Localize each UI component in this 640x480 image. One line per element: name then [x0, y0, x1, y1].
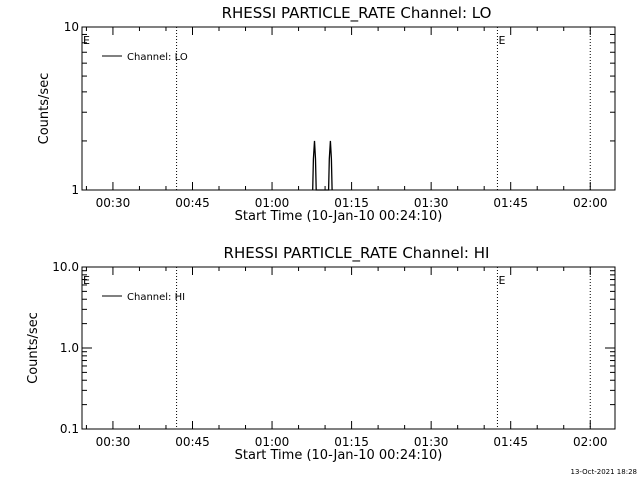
plot-frame — [81, 26, 616, 191]
x-axis-label: Start Time (10-Jan-10 00:24:10) — [235, 448, 443, 463]
chart-title: RHESSI PARTICLE_RATE Channel: HI — [224, 244, 490, 263]
chart-title: RHESSI PARTICLE_RATE Channel: LO — [222, 4, 492, 23]
legend-entry: Channel: LO — [127, 52, 188, 63]
x-tick-label: 00:30 — [96, 435, 131, 449]
x-tick-label: 01:30 — [414, 435, 449, 449]
y-axis-label: Counts/sec — [37, 73, 52, 145]
x-tick-label: 01:45 — [493, 196, 528, 210]
marker-label: E — [83, 274, 90, 287]
marker-label: E — [83, 34, 90, 47]
x-axis-label: Start Time (10-Jan-10 00:24:10) — [235, 209, 443, 224]
chart-lo: RHESSI PARTICLE_RATE Channel: LO 00:30 00:… — [37, 4, 616, 224]
x-tick-label: 02:00 — [573, 196, 608, 210]
x-tick-label: 01:15 — [334, 435, 369, 449]
x-tick-label: 01:30 — [414, 196, 449, 210]
y-tick-label: 1.0 — [60, 341, 79, 355]
footer-timestamp: 13-Oct-2021 18:28 — [571, 468, 637, 476]
marker-label: E — [498, 34, 505, 47]
x-tick-label: 01:45 — [493, 435, 528, 449]
legend-entry: Channel: HI — [127, 292, 185, 303]
x-tick-label: 01:00 — [255, 196, 290, 210]
x-tick-label: 01:15 — [334, 196, 369, 210]
x-tick-label: 00:45 — [175, 435, 210, 449]
x-tick-label: 02:00 — [573, 435, 608, 449]
y-tick-label: 10.0 — [52, 260, 79, 274]
y-axis-label: Counts/sec — [26, 312, 41, 384]
y-tick-label: 10 — [64, 20, 79, 34]
y-tick-label: 1 — [71, 183, 79, 197]
x-tick-label: 00:30 — [96, 196, 131, 210]
y-tick-label: 0.1 — [60, 422, 79, 436]
x-tick-label: 01:00 — [255, 435, 290, 449]
marker-label: E — [498, 274, 505, 287]
series-line — [312, 140, 333, 191]
chart-hi: RHESSI PARTICLE_RATE Channel: HI 00:30 00:… — [26, 244, 616, 463]
x-tick-label: 00:45 — [175, 196, 210, 210]
